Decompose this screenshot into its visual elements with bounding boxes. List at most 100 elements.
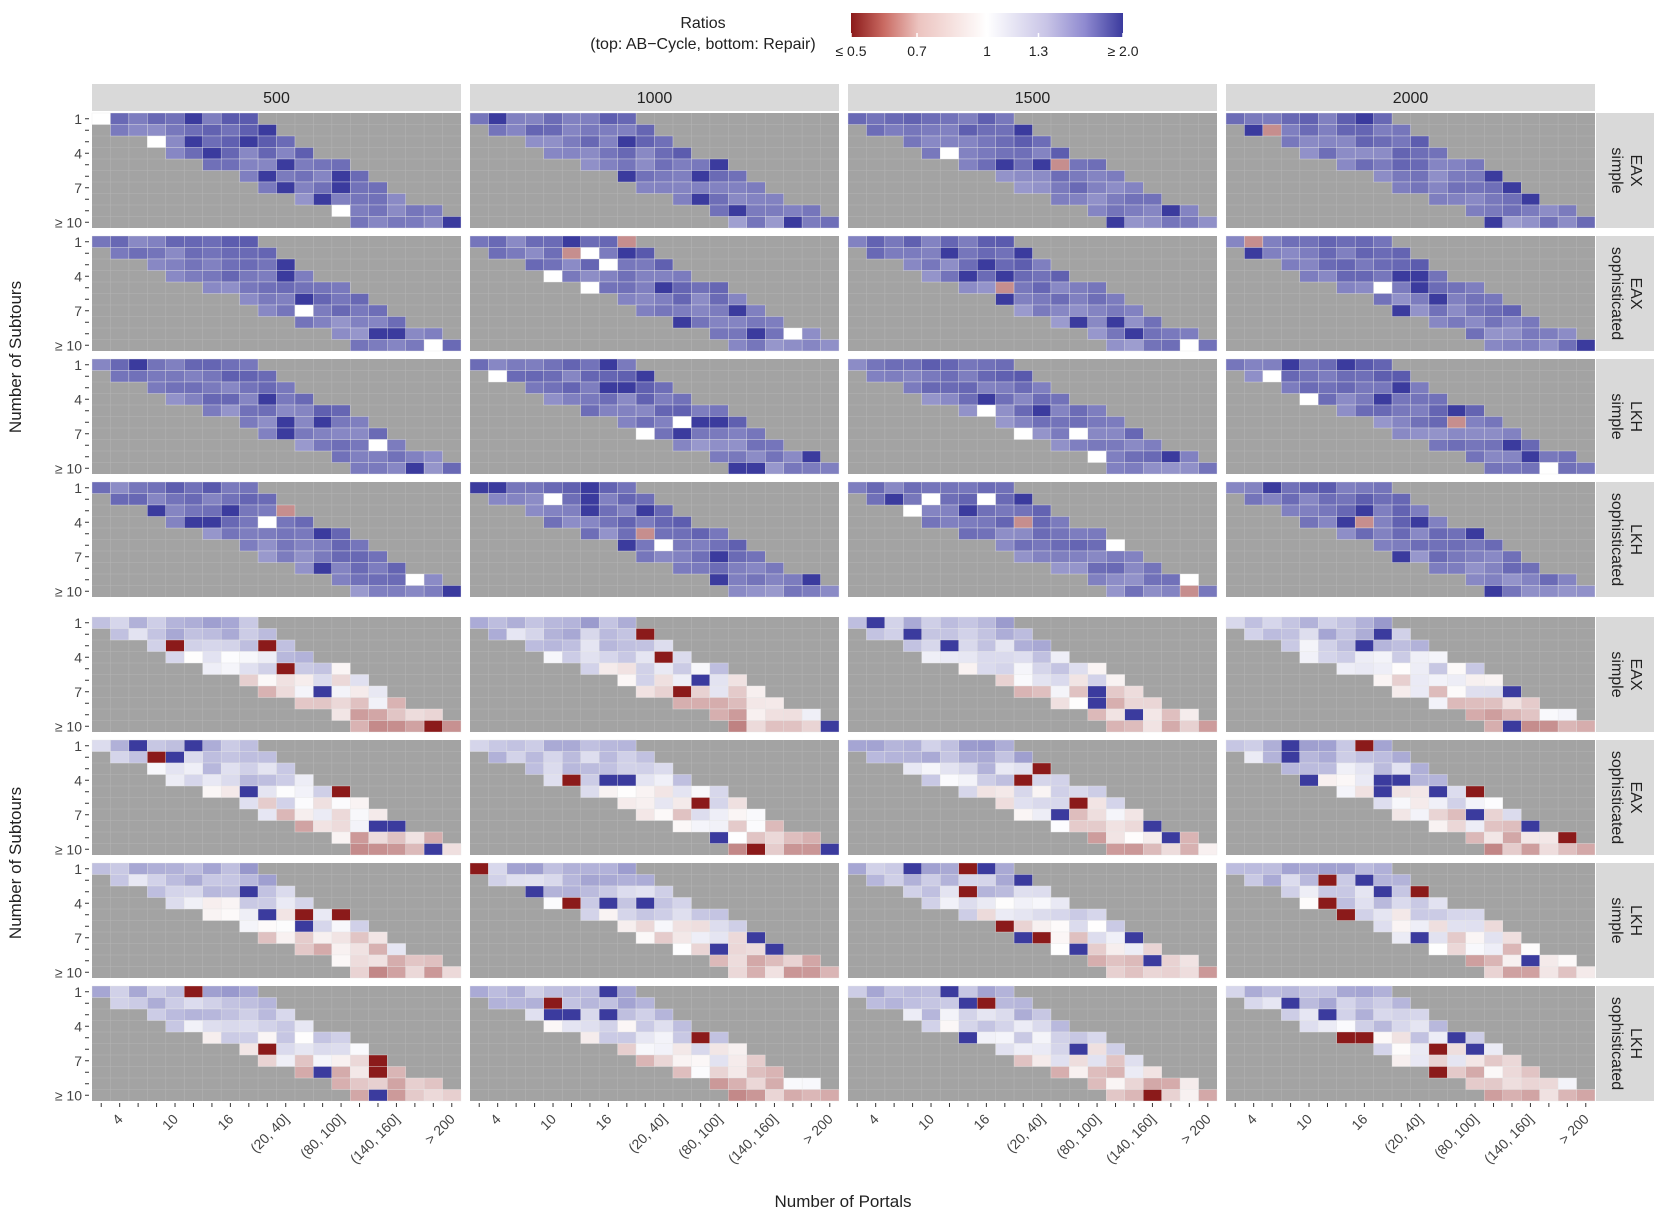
heatmap-cell xyxy=(313,159,331,171)
heatmap-cell xyxy=(1244,986,1262,998)
heatmap-cell xyxy=(1069,551,1087,563)
heatmap-cell xyxy=(599,282,617,294)
heatmap-cell xyxy=(221,394,239,406)
heatmap-cell xyxy=(1069,686,1087,698)
heatmap-cell xyxy=(599,125,617,137)
heatmap-cell xyxy=(655,159,673,171)
heatmap-cell xyxy=(1088,417,1106,429)
heatmap-cell xyxy=(1162,451,1180,463)
heatmap-cell xyxy=(1392,909,1410,921)
heatmap-cell xyxy=(221,1021,239,1033)
heatmap-cell xyxy=(636,282,654,294)
heatmap-cell xyxy=(922,740,940,752)
heatmap-cell xyxy=(1033,282,1051,294)
heatmap-cell xyxy=(313,944,331,956)
heatmap-cell xyxy=(655,1055,673,1067)
heatmap-cell xyxy=(295,921,313,933)
heatmap-cell xyxy=(525,886,543,898)
heatmap-cell xyxy=(1447,440,1465,452)
heatmap-cell xyxy=(369,586,387,598)
heatmap-cell xyxy=(406,574,424,586)
heatmap-cell xyxy=(350,171,368,183)
heatmap-cell xyxy=(1411,1032,1429,1044)
heatmap-cell xyxy=(1033,540,1051,552)
heatmap-cell xyxy=(848,863,866,875)
heatmap-cell xyxy=(1429,1055,1447,1067)
x-tick-label: > 200 xyxy=(422,1111,459,1148)
heatmap-cell xyxy=(1484,305,1502,317)
y-axis-title-bottom: Number of Subtours xyxy=(6,787,25,939)
heatmap-cell xyxy=(332,1044,350,1056)
heatmap-cell xyxy=(1143,955,1161,967)
heatmap-cell xyxy=(129,629,147,641)
heatmap-cell xyxy=(728,809,746,821)
heatmap-cell xyxy=(1577,844,1595,856)
heatmap-cell xyxy=(332,1032,350,1044)
heatmap-cell xyxy=(1106,932,1124,944)
heatmap-cell xyxy=(581,740,599,752)
heatmap-cell xyxy=(129,740,147,752)
heatmap-cell xyxy=(996,517,1014,529)
heatmap-cell xyxy=(1143,217,1161,229)
heatmap-cell xyxy=(691,686,709,698)
heatmap-cell xyxy=(691,159,709,171)
heatmap-cell xyxy=(1033,271,1051,283)
heatmap-cell xyxy=(387,698,405,710)
heatmap-cell xyxy=(1355,986,1373,998)
heatmap-cell xyxy=(110,482,128,494)
heatmap-cell xyxy=(996,775,1014,787)
heatmap-cell xyxy=(258,1009,276,1021)
heatmap-cell xyxy=(1051,663,1069,675)
heatmap-cell xyxy=(959,640,977,652)
heatmap-cell xyxy=(1014,1021,1032,1033)
heatmap-cell xyxy=(313,686,331,698)
heatmap-cell xyxy=(350,317,368,329)
heatmap-cell xyxy=(525,505,543,517)
heatmap-cell xyxy=(184,898,202,910)
heatmap-cell xyxy=(959,248,977,260)
heatmap-cell xyxy=(1162,832,1180,844)
heatmap-cell xyxy=(1069,1044,1087,1056)
heatmap-cell xyxy=(996,863,1014,875)
heatmap-cell xyxy=(1484,944,1502,956)
heatmap-cell xyxy=(147,359,165,371)
heatmap-cell xyxy=(1226,740,1244,752)
heatmap-cell xyxy=(885,998,903,1010)
heatmap-cell xyxy=(959,371,977,383)
heatmap-cell xyxy=(277,259,295,271)
heatmap-cell xyxy=(1411,148,1429,160)
heatmap-cell xyxy=(1318,259,1336,271)
heatmap-cell xyxy=(1143,340,1161,352)
heatmap-cell xyxy=(1484,451,1502,463)
heatmap-cell xyxy=(996,148,1014,160)
heatmap-cell xyxy=(673,798,691,810)
heatmap-cell xyxy=(885,740,903,752)
heatmap-cell xyxy=(277,663,295,675)
heatmap-cell xyxy=(1355,886,1373,898)
heatmap-cell xyxy=(618,798,636,810)
heatmap-cell xyxy=(618,236,636,248)
heatmap-cell xyxy=(821,967,839,979)
heatmap-cell xyxy=(1466,1067,1484,1079)
heatmap-cell xyxy=(1033,809,1051,821)
heatmap-cell xyxy=(673,563,691,575)
heatmap-cell xyxy=(1263,875,1281,887)
heatmap-cell xyxy=(673,663,691,675)
heatmap-cell xyxy=(1484,675,1502,687)
heatmap-cell xyxy=(369,1055,387,1067)
heatmap-cell xyxy=(691,540,709,552)
heatmap-cell xyxy=(313,528,331,540)
heatmap-cell xyxy=(1014,125,1032,137)
heatmap-cell xyxy=(618,528,636,540)
heatmap-cell xyxy=(1466,305,1484,317)
heatmap-cell xyxy=(1180,832,1198,844)
heatmap-cell xyxy=(599,875,617,887)
heatmap-cell xyxy=(295,405,313,417)
heatmap-cell xyxy=(1014,675,1032,687)
heatmap-cell xyxy=(1484,551,1502,563)
heatmap-cell xyxy=(544,236,562,248)
heatmap-cell xyxy=(922,617,940,629)
heatmap-cell xyxy=(747,932,765,944)
heatmap-cell xyxy=(959,382,977,394)
heatmap-cell xyxy=(203,786,221,798)
